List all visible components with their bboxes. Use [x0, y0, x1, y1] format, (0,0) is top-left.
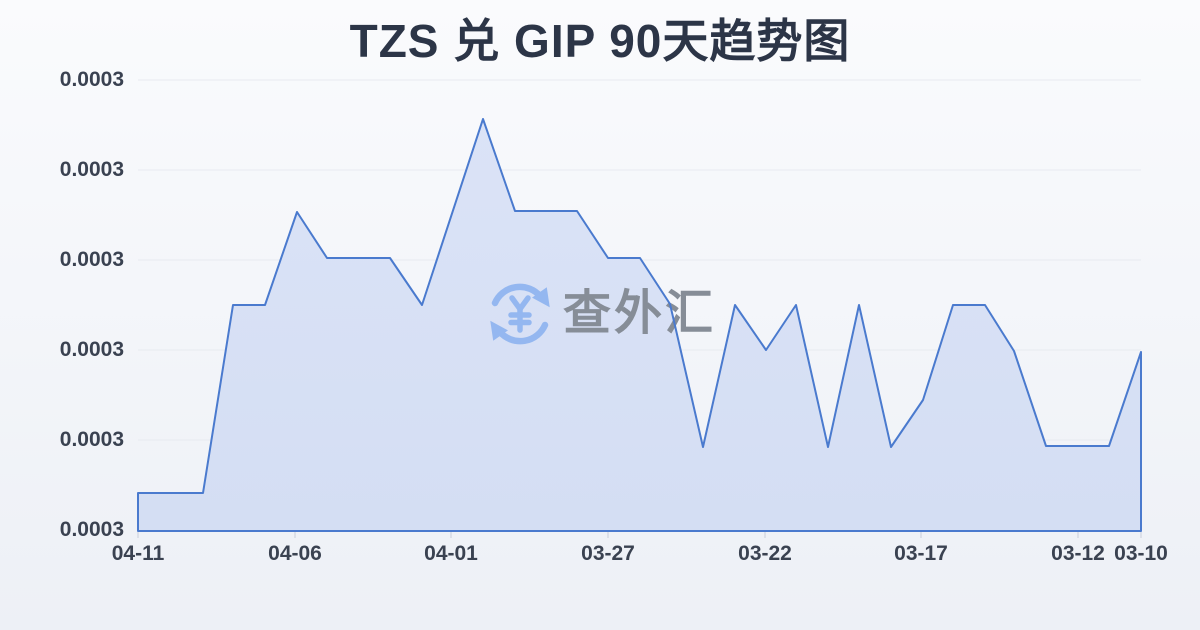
- y-axis-label: 0.0003: [59, 158, 124, 181]
- x-axis-label: 03-12: [1051, 542, 1105, 565]
- y-axis-label: 0.0003: [59, 68, 124, 91]
- watermark: 查外汇: [487, 281, 716, 347]
- currency-exchange-refresh-icon: [490, 283, 550, 345]
- x-axis-label: 03-27: [581, 542, 635, 565]
- y-axis-label: 0.0003: [59, 428, 124, 451]
- y-axis-label: 0.0003: [59, 518, 124, 541]
- y-axis-label: 0.0003: [59, 248, 124, 271]
- watermark-text: 查外汇: [563, 287, 717, 340]
- chart-title: TZS 兑 GIP 90天趋势图: [349, 15, 851, 67]
- x-axis-label: 03-17: [894, 542, 948, 565]
- x-axis-label: 04-01: [424, 542, 478, 565]
- x-axis-label: 04-11: [111, 542, 165, 565]
- x-axis-label: 03-22: [738, 542, 792, 565]
- x-axis-label: 04-06: [268, 542, 322, 565]
- y-axis-label: 0.0003: [59, 338, 124, 361]
- x-axis-label: 03-10: [1114, 542, 1168, 565]
